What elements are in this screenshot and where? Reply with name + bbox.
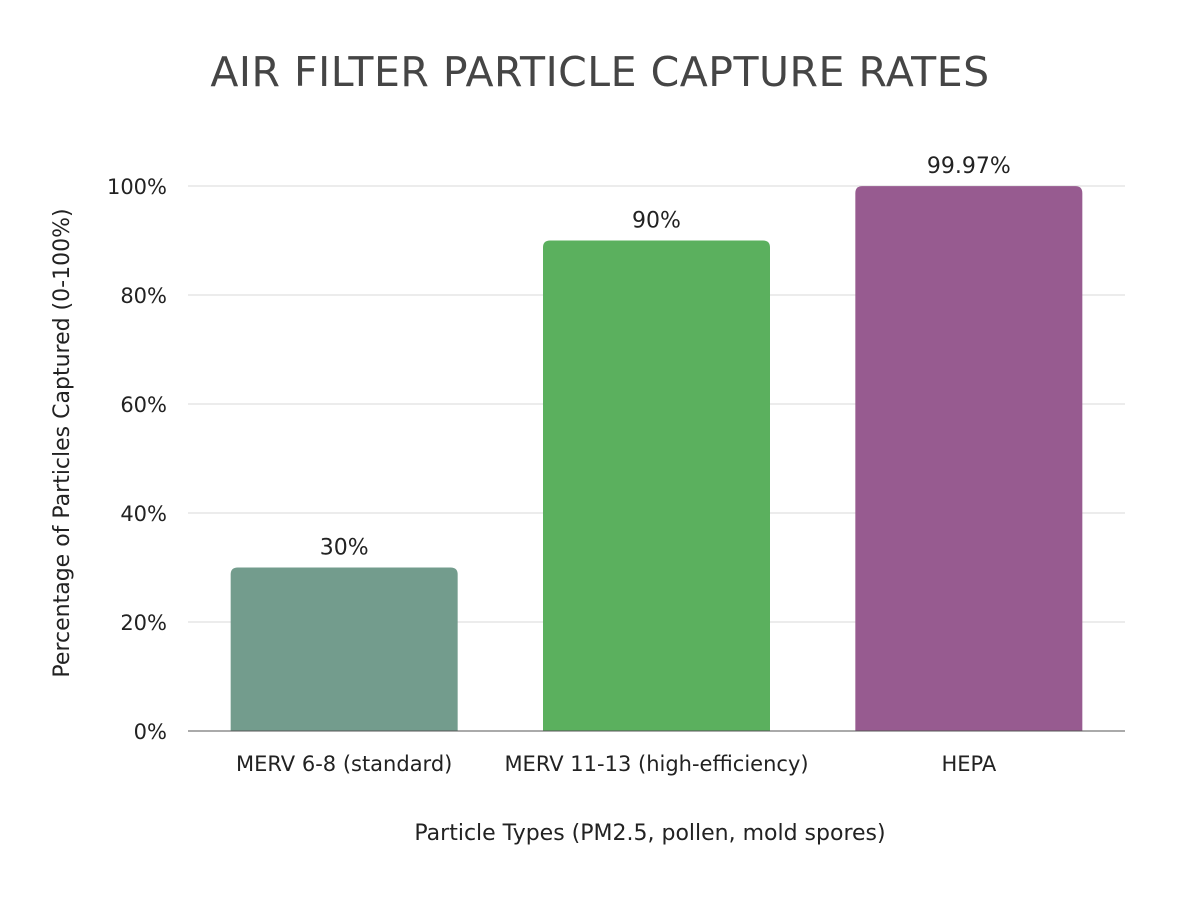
y-tick-label: 0%	[134, 720, 167, 744]
x-tick-label: HEPA	[941, 752, 996, 776]
y-tick-label: 20%	[120, 611, 167, 635]
x-axis-title: Particle Types (PM2.5, pollen, mold spor…	[414, 821, 885, 846]
bar-value-label: 99.97%	[927, 154, 1011, 179]
bar-value-label: 90%	[632, 209, 681, 234]
y-axis-ticks: 0% 20% 40% 60% 80% 100%	[107, 175, 167, 744]
y-axis-title: Percentage of Particles Captured (0-100%…	[50, 208, 75, 677]
x-tick-label: MERV 6-8 (standard)	[236, 752, 452, 776]
bar	[543, 240, 770, 731]
x-axis-ticks: MERV 6-8 (standard) MERV 11-13 (high-effi…	[236, 752, 997, 776]
bar	[230, 567, 458, 731]
chart-title: AIR FILTER PARTICLE CAPTURE RATES	[210, 48, 990, 96]
bar-value-label: 30%	[320, 536, 369, 561]
bars: 30% 90% 99.97%	[230, 154, 1083, 731]
y-tick-label: 80%	[120, 284, 167, 308]
bar	[855, 186, 1083, 731]
y-tick-label: 60%	[120, 393, 167, 417]
y-tick-label: 40%	[120, 502, 167, 526]
x-tick-label: MERV 11-13 (high-efficiency)	[504, 752, 808, 776]
y-tick-label: 100%	[107, 175, 167, 199]
